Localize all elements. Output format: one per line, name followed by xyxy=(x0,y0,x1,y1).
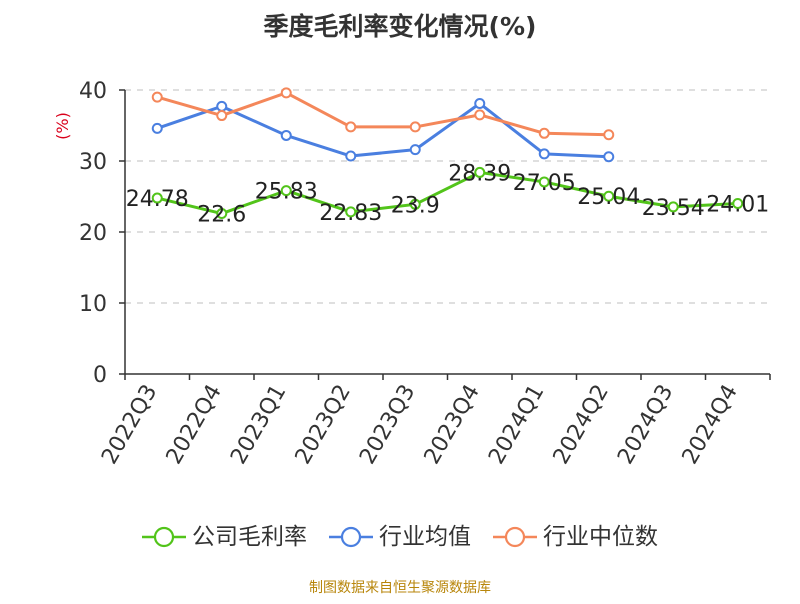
y-axis-label: (%) xyxy=(53,112,72,140)
data-point xyxy=(151,122,163,134)
y-tick-label: 0 xyxy=(93,363,107,388)
data-point xyxy=(603,151,615,163)
y-tick-label: 20 xyxy=(79,221,107,246)
data-point xyxy=(345,206,357,218)
x-tick-label: 2024Q3 xyxy=(613,381,678,469)
data-point xyxy=(603,129,615,141)
data-point xyxy=(603,190,615,202)
data-point xyxy=(538,176,550,188)
x-tick-label: 2024Q4 xyxy=(678,381,743,469)
data-label: 24.78 xyxy=(126,187,189,212)
x-tick-label: 2023Q1 xyxy=(226,381,291,469)
data-point xyxy=(474,109,486,121)
legend-marker-circle xyxy=(504,526,526,548)
x-tick-label: 2023Q3 xyxy=(355,381,420,469)
data-label: 22.83 xyxy=(319,201,382,226)
data-point xyxy=(280,129,292,141)
data-point xyxy=(538,148,550,160)
x-tick-label: 2024Q1 xyxy=(484,381,549,469)
y-tick-label: 40 xyxy=(79,79,107,104)
data-point xyxy=(216,100,228,112)
data-point xyxy=(151,91,163,103)
data-point xyxy=(216,208,228,220)
data-point xyxy=(409,198,421,210)
data-point xyxy=(345,121,357,133)
x-tick-label: 2022Q3 xyxy=(97,381,162,469)
data-label: 25.83 xyxy=(255,180,318,205)
legend-item: 公司毛利率 xyxy=(142,525,307,549)
data-point xyxy=(667,201,679,213)
legend-marker-circle xyxy=(340,526,362,548)
x-tick-label: 2022Q4 xyxy=(162,381,227,469)
legend-item: 行业中位数 xyxy=(493,525,658,549)
chart-legend: 公司毛利率 行业均值 行业中位数 xyxy=(0,520,800,554)
data-point xyxy=(280,87,292,99)
data-point xyxy=(280,185,292,197)
data-point xyxy=(409,144,421,156)
legend-label: 行业均值 xyxy=(379,523,471,550)
legend-marker xyxy=(329,526,373,548)
legend-label: 公司毛利率 xyxy=(192,523,307,550)
chart-title: 季度毛利率变化情况(%) xyxy=(264,12,537,41)
data-point xyxy=(538,127,550,139)
legend-marker-circle xyxy=(153,526,175,548)
data-point xyxy=(345,150,357,162)
legend-label: 行业中位数 xyxy=(543,523,658,550)
source-note: 制图数据来自恒生聚源数据库 xyxy=(309,580,491,596)
data-point xyxy=(409,121,421,133)
data-label: 27.05 xyxy=(513,171,576,196)
x-tick-label: 2024Q2 xyxy=(549,381,614,469)
data-point xyxy=(732,198,744,210)
legend-marker xyxy=(142,526,186,548)
data-point xyxy=(151,192,163,204)
x-tick-label: 2023Q4 xyxy=(420,381,485,469)
data-point xyxy=(474,166,486,178)
legend-marker xyxy=(493,526,537,548)
data-point xyxy=(474,97,486,109)
data-label: 23.9 xyxy=(391,193,440,218)
data-label: 28.39 xyxy=(448,161,511,186)
data-label: 22.6 xyxy=(197,203,246,228)
data-label: 25.04 xyxy=(577,185,640,210)
series-line xyxy=(155,170,740,216)
y-tick-label: 30 xyxy=(79,150,107,175)
series-line xyxy=(155,91,611,137)
y-tick-label: 10 xyxy=(79,292,107,317)
legend-item: 行业均值 xyxy=(329,525,471,549)
x-tick-label: 2023Q2 xyxy=(291,381,356,469)
data-label: 23.54 xyxy=(642,196,705,221)
data-label: 24.01 xyxy=(706,193,769,218)
data-point xyxy=(216,110,228,122)
